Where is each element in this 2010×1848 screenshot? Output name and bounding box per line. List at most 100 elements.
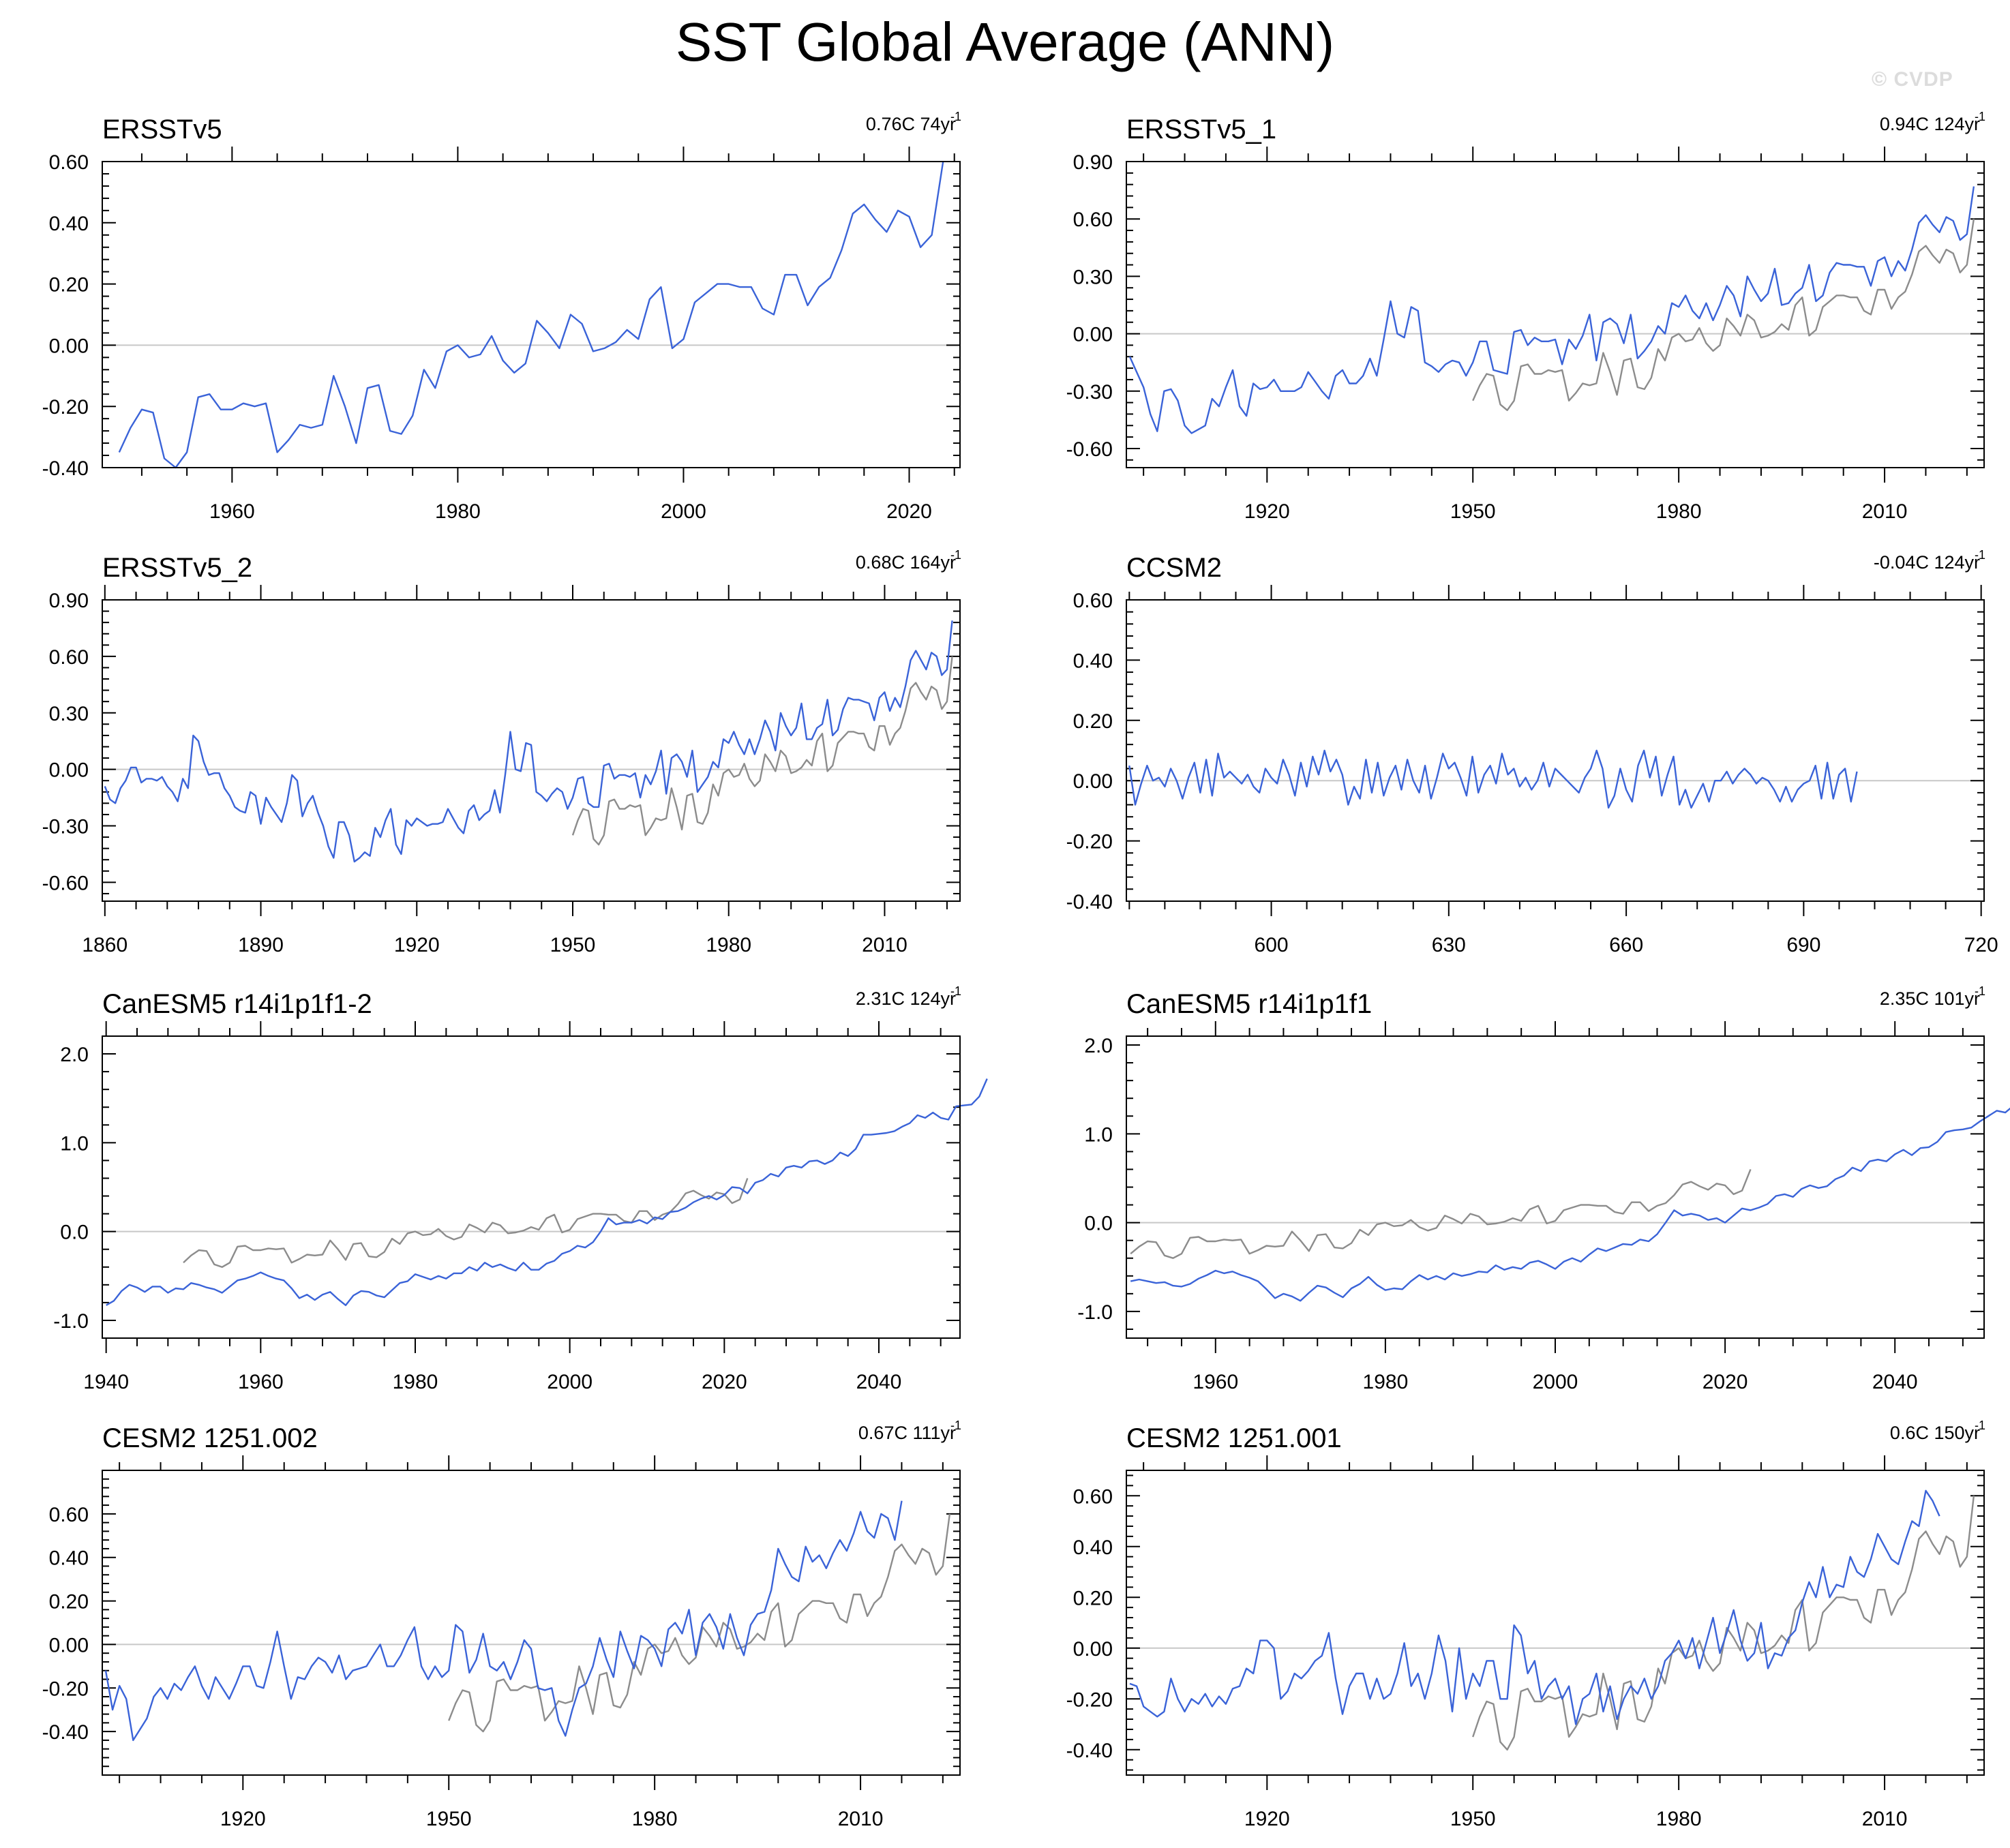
panel-title: ERSSTv5_2: [102, 553, 252, 583]
panel-stat: -0.04C 124yr: [1874, 552, 1980, 573]
y-tick-label: 0.20: [49, 1591, 89, 1614]
model-series-line: [104, 620, 953, 863]
y-tick-label: 2.0: [60, 1044, 89, 1066]
y-tick-label: -0.20: [42, 1678, 89, 1700]
x-tick-label: 630: [1432, 934, 1466, 956]
x-tick-label: 2010: [1862, 500, 1908, 523]
y-tick-label: 0.90: [49, 590, 89, 612]
x-tick-label: 1980: [1363, 1371, 1409, 1393]
panel-stat-exponent: -1: [1975, 1419, 1985, 1432]
y-tick-label: 0.60: [1073, 1485, 1113, 1508]
y-tick-label: -0.20: [42, 396, 89, 419]
panel-stat: 2.31C 124yr: [856, 988, 956, 1009]
x-tick-label: 1950: [1450, 1808, 1496, 1830]
x-tick-label: 1980: [632, 1808, 678, 1830]
y-tick-label: 1.0: [1084, 1123, 1113, 1146]
x-tick-label: 1950: [1450, 500, 1496, 523]
y-tick-label: -0.60: [42, 872, 89, 894]
x-tick-label: 1980: [1656, 500, 1702, 523]
plot-frame: [1126, 1035, 1985, 1339]
panel-title: CCSM2: [1126, 553, 1222, 583]
x-tick-label: 1980: [706, 934, 751, 956]
panel-stat: 0.67C 111yr: [858, 1423, 956, 1443]
x-tick-label: 2010: [1862, 1808, 1908, 1830]
panel-stat: 0.68C 164yr: [856, 552, 956, 573]
x-tick-label: 1960: [209, 500, 255, 523]
x-tick-label: 2000: [1533, 1371, 1578, 1393]
panel-stat-exponent: -1: [950, 984, 961, 998]
panel-4: CCSM2 -0.04C 124yr-1 -0.40 -0.20 0.00 0.20 0.4…: [1066, 548, 1998, 956]
y-tick-label: 0.00: [1073, 1638, 1113, 1661]
panel-6: CanESM5 r14i1p1f1 2.35C 101yr-1 -1.0 0.0 1.0…: [1077, 984, 2010, 1393]
y-tick-label: 0.0: [1084, 1213, 1113, 1235]
y-tick-label: 0.60: [49, 646, 89, 669]
y-tick-label: -0.40: [42, 457, 89, 480]
x-tick-label: 720: [1964, 934, 1998, 956]
x-tick-label: 2000: [661, 500, 706, 523]
x-tick-label: 2010: [838, 1808, 884, 1830]
y-tick-label: 0.20: [49, 274, 89, 297]
x-tick-label: 2040: [856, 1371, 902, 1393]
x-tick-label: 1960: [1192, 1371, 1238, 1393]
panel-5: CanESM5 r14i1p1f1-2 2.31C 124yr-1 -1.0 0.0 1…: [53, 984, 988, 1393]
y-tick-label: 0.60: [1073, 590, 1113, 612]
y-tick-label: 0.60: [49, 151, 89, 174]
y-tick-label: 0.00: [1073, 324, 1113, 346]
x-tick-label: 1920: [394, 934, 440, 956]
y-tick-label: 0.20: [1073, 710, 1113, 733]
y-tick-label: 0.00: [49, 759, 89, 782]
y-tick-label: -0.30: [1066, 381, 1113, 404]
x-tick-label: 2010: [862, 934, 907, 956]
panel-stat: 0.76C 74yr: [866, 114, 956, 134]
panel-stat: 2.35C 101yr: [1880, 988, 1980, 1009]
y-tick-label: 0.00: [49, 335, 89, 357]
x-tick-label: 1860: [82, 934, 127, 956]
obs-series-line: [1130, 1168, 1752, 1259]
x-tick-label: 2020: [886, 500, 932, 523]
x-tick-label: 2020: [1702, 1371, 1748, 1393]
y-tick-label: 0.40: [1073, 650, 1113, 672]
obs-series-line: [1472, 1496, 1975, 1751]
x-tick-label: 1980: [393, 1371, 438, 1393]
x-tick-label: 600: [1255, 934, 1289, 956]
x-tick-label: 1890: [238, 934, 284, 956]
y-tick-label: -0.40: [1066, 891, 1113, 913]
x-tick-label: 1940: [83, 1371, 129, 1393]
y-tick-label: 0.30: [1073, 266, 1113, 288]
y-tick-label: -1.0: [1077, 1301, 1113, 1324]
obs-series-line: [448, 1513, 951, 1733]
model-series-line: [104, 1500, 903, 1742]
plot-frame: [102, 1470, 961, 1776]
y-tick-label: 0.90: [1073, 151, 1113, 174]
panel-8: CESM2 1251.001 0.6C 150yr-1 -0.40 -0.20 0.00…: [1066, 1419, 1985, 1830]
panel-stat-exponent: -1: [950, 110, 961, 123]
x-tick-label: 1980: [1656, 1808, 1702, 1830]
watermark: © CVDP: [1872, 68, 1953, 91]
x-tick-label: 690: [1786, 934, 1820, 956]
panel-stat: 0.94C 124yr: [1880, 114, 1980, 134]
panel-2: ERSSTv5_1 0.94C 124yr-1 -0.60 -0.30 0.00 0.30…: [1066, 110, 1985, 523]
plot-frame: [1126, 161, 1985, 468]
y-tick-label: 0.00: [49, 1634, 89, 1656]
x-tick-label: 1950: [550, 934, 596, 956]
panel-stat-exponent: -1: [950, 548, 961, 562]
panel-title: CESM2 1251.001: [1126, 1423, 1342, 1453]
panel-title: CanESM5 r14i1p1f1-2: [102, 989, 372, 1019]
model-series-line: [1128, 186, 1975, 434]
y-tick-label: -0.20: [1066, 831, 1113, 853]
model-series-line: [1130, 1107, 2010, 1302]
x-tick-label: 1920: [1244, 500, 1290, 523]
y-tick-label: 0.60: [49, 1504, 89, 1526]
y-tick-label: 0.00: [1073, 770, 1113, 793]
model-series-line: [106, 1078, 988, 1307]
y-tick-label: -0.60: [1066, 438, 1113, 461]
y-tick-label: 0.60: [1073, 209, 1113, 231]
panel-stat-exponent: -1: [1975, 110, 1985, 123]
y-tick-label: 0.40: [1073, 1536, 1113, 1559]
y-tick-label: 0.40: [49, 213, 89, 235]
plot-frame: [102, 161, 961, 468]
plot-frame: [1126, 599, 1985, 902]
obs-series-line: [1472, 219, 1975, 411]
x-tick-label: 1920: [220, 1808, 266, 1830]
